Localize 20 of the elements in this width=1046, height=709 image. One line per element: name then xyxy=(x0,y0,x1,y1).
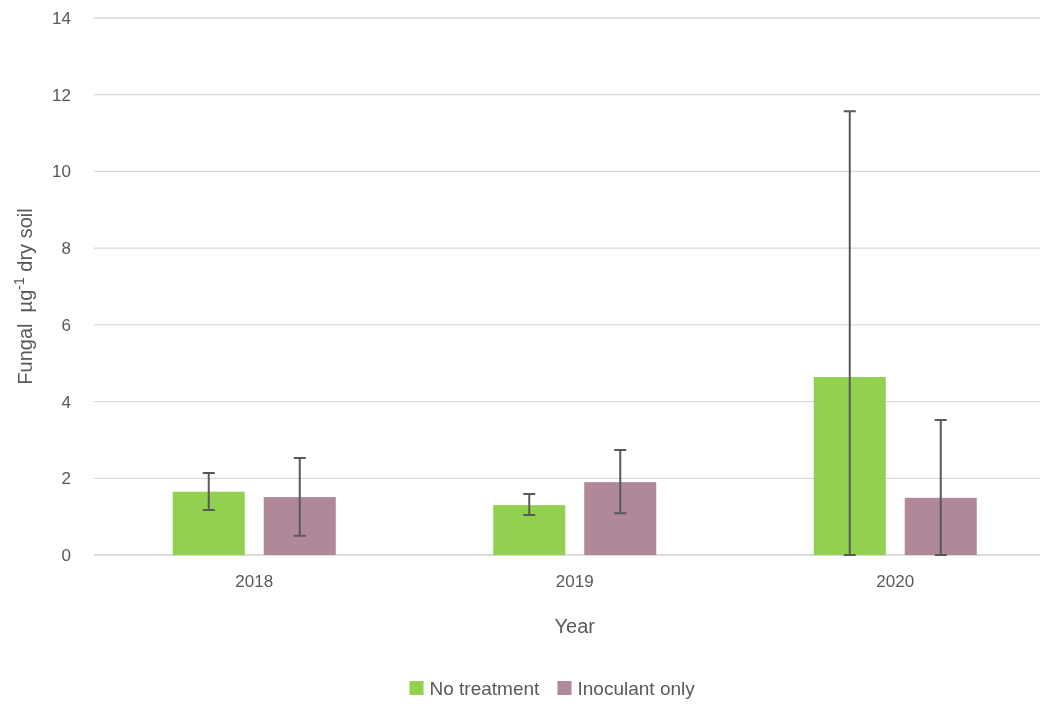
bar xyxy=(263,497,336,555)
bar xyxy=(493,505,566,555)
x-tick-label: 2019 xyxy=(555,572,594,591)
legend-label: No treatment xyxy=(429,678,541,699)
y-tick-label: 0 xyxy=(61,545,71,565)
y-tick-label: 10 xyxy=(52,162,71,182)
y-tick-label: 2 xyxy=(61,469,71,489)
bar xyxy=(904,497,977,555)
legend-label: Inoculant only xyxy=(577,678,696,699)
x-tick-label: 2018 xyxy=(235,572,274,591)
y-tick-label: 6 xyxy=(61,315,71,335)
bar xyxy=(172,491,245,555)
x-tick-label: 2020 xyxy=(876,572,915,591)
y-tick-label: 12 xyxy=(52,85,71,105)
bar xyxy=(813,377,886,555)
y-tick-label: 4 xyxy=(61,392,71,412)
y-tick-label: 14 xyxy=(52,8,71,28)
y-tick-label: 8 xyxy=(61,239,71,259)
bar xyxy=(584,482,657,555)
x-axis-title: Year xyxy=(554,615,596,637)
